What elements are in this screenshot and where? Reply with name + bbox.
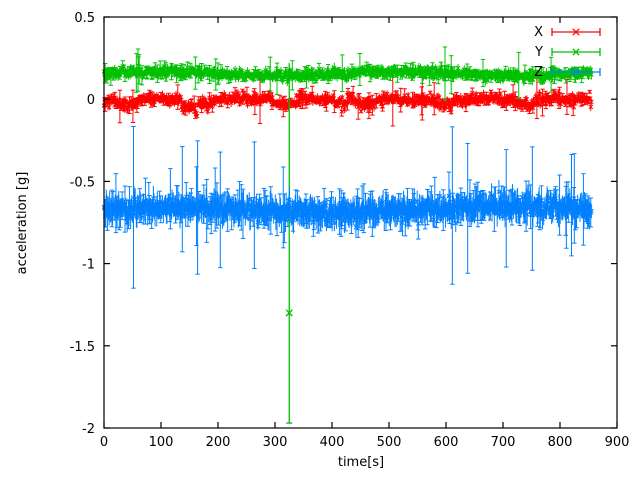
y-tick-label: -1.5 xyxy=(70,340,95,355)
x-tick-label: 0 xyxy=(100,435,108,450)
y-tick-label: -2 xyxy=(82,422,95,437)
x-tick-label: 300 xyxy=(263,435,288,450)
plot-frame xyxy=(103,16,618,429)
legend-key-y xyxy=(551,48,601,56)
chart-legend: XYZ xyxy=(534,25,601,80)
legend-key-x xyxy=(551,28,601,36)
series-z xyxy=(101,126,594,289)
legend-key-z xyxy=(551,68,601,76)
outlier-point xyxy=(285,63,293,424)
x-tick-label: 700 xyxy=(491,435,516,450)
y-axis-title: acceleration [g] xyxy=(15,172,30,275)
x-tick-label: 500 xyxy=(377,435,402,450)
axis-layer: 0 100 200 300 400 500 600 700 800 900 0.5 0 -0.5 -1 -1… xyxy=(70,11,630,450)
x-axis-title: time[s] xyxy=(338,455,384,470)
x-tick-label: 200 xyxy=(206,435,231,450)
y-tick-label: -0.5 xyxy=(70,175,95,190)
legend-label-x: X xyxy=(534,25,543,40)
data-series-layer xyxy=(101,46,594,424)
legend-label-z: Z xyxy=(534,65,543,80)
series-x xyxy=(101,73,594,127)
legend-label-y: Y xyxy=(534,45,543,60)
y-tick-label: -1 xyxy=(82,258,95,273)
x-tick-label: 900 xyxy=(605,435,630,450)
y-tick-label: 0.5 xyxy=(74,11,95,26)
x-tick-label: 800 xyxy=(548,435,573,450)
y-tick-label: 0 xyxy=(87,93,95,108)
series-y xyxy=(101,46,594,101)
x-tick-label: 600 xyxy=(434,435,459,450)
x-tick-label: 400 xyxy=(320,435,345,450)
x-tick-label: 100 xyxy=(149,435,174,450)
